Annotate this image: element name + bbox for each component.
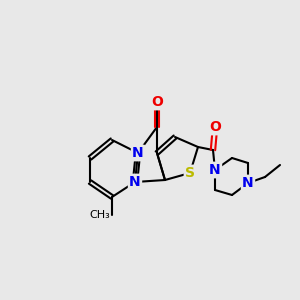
Text: N: N [242, 176, 254, 190]
Text: O: O [151, 95, 163, 109]
Text: S: S [185, 166, 195, 180]
Text: N: N [132, 146, 144, 160]
Text: N: N [209, 163, 221, 177]
Text: N: N [129, 175, 141, 189]
Text: CH₃: CH₃ [89, 210, 110, 220]
Text: O: O [209, 120, 221, 134]
